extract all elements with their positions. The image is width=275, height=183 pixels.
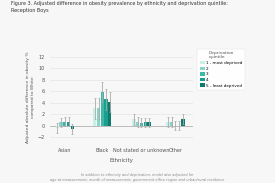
Bar bbox=[104, 99, 108, 126]
Bar bbox=[67, 122, 70, 126]
Bar bbox=[136, 122, 139, 126]
Bar bbox=[63, 122, 67, 126]
Bar bbox=[144, 122, 147, 126]
Y-axis label: Adjusted absolute difference in obesity %
compared to White: Adjusted absolute difference in obesity … bbox=[26, 51, 35, 143]
Bar bbox=[108, 102, 111, 126]
X-axis label: Ethnicity: Ethnicity bbox=[109, 158, 133, 163]
Bar bbox=[147, 122, 151, 126]
Bar bbox=[71, 126, 74, 129]
Bar bbox=[181, 119, 185, 126]
Bar bbox=[170, 122, 173, 126]
Bar bbox=[101, 92, 104, 126]
Legend: 1 - most deprived, 2, 3, 4, 5 - least deprived: 1 - most deprived, 2, 3, 4, 5 - least de… bbox=[197, 49, 245, 90]
Bar bbox=[132, 119, 136, 126]
Text: In addition to ethnicity and deprivation, model also adjusted for
age at measure: In addition to ethnicity and deprivation… bbox=[50, 173, 225, 182]
Text: Figure 3. Adjusted difference in obesity prevalence by ethnicity and deprivation: Figure 3. Adjusted difference in obesity… bbox=[11, 1, 228, 12]
Bar bbox=[93, 108, 97, 126]
Bar bbox=[166, 122, 170, 126]
Bar bbox=[56, 126, 59, 128]
Bar bbox=[59, 122, 63, 126]
Bar bbox=[140, 123, 143, 126]
Bar bbox=[97, 108, 100, 126]
